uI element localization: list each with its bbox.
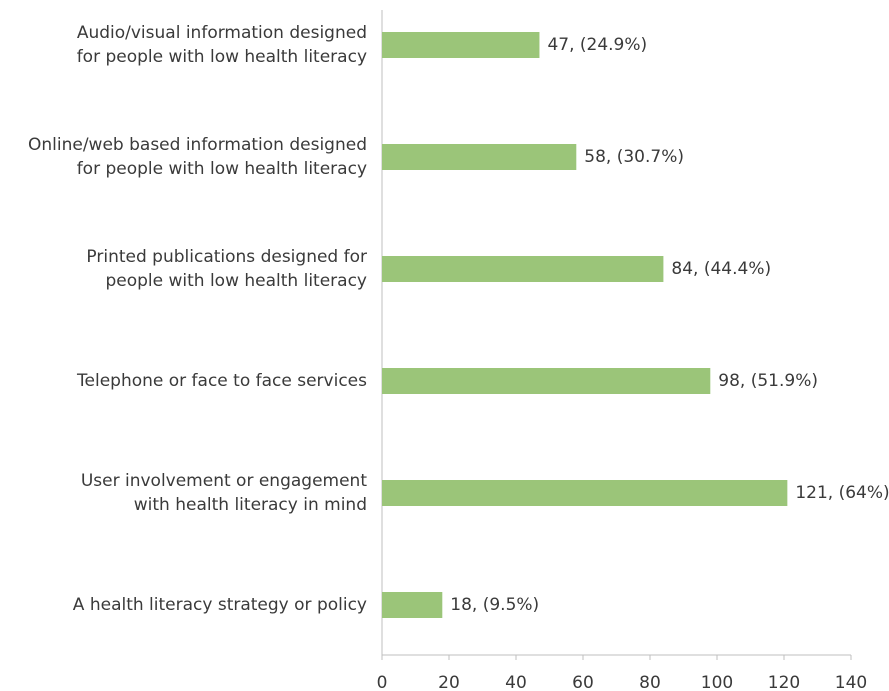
- y-tick-label: for people with low health literacy: [77, 47, 367, 67]
- x-tick-label: 20: [438, 673, 460, 691]
- bar: [382, 256, 664, 282]
- x-tick-label: 100: [701, 673, 733, 691]
- y-tick-label: User involvement or engagement: [81, 471, 367, 491]
- y-tick-label: people with low health literacy: [105, 271, 367, 291]
- x-tick-label: 0: [377, 673, 388, 691]
- x-tick-label: 140: [835, 673, 867, 691]
- y-tick-label: Printed publications designed for: [86, 247, 367, 267]
- bar: [382, 480, 788, 506]
- x-tick-label: 40: [505, 673, 527, 691]
- y-tick-label: A health literacy strategy or policy: [73, 595, 367, 615]
- value-label: 58, (30.7%): [584, 147, 684, 167]
- bar: [382, 32, 540, 58]
- x-tick-label: 120: [768, 673, 800, 691]
- x-tick-label: 80: [639, 673, 661, 691]
- bar: [382, 592, 443, 618]
- value-label: 18, (9.5%): [450, 595, 539, 615]
- y-tick-label: Audio/visual information designed: [77, 23, 367, 43]
- y-tick-label: for people with low health literacy: [77, 159, 367, 179]
- y-tick-label: Online/web based information designed: [28, 135, 367, 155]
- y-tick-label: Telephone or face to face services: [76, 371, 367, 391]
- bar: [382, 144, 577, 170]
- value-label: 84, (44.4%): [671, 259, 771, 279]
- x-tick-label: 60: [572, 673, 594, 691]
- bar: [382, 368, 711, 394]
- value-label: 47, (24.9%): [547, 35, 647, 55]
- value-label: 121, (64%): [795, 483, 889, 503]
- y-tick-label: with health literacy in mind: [134, 495, 367, 515]
- value-label: 98, (51.9%): [718, 371, 818, 391]
